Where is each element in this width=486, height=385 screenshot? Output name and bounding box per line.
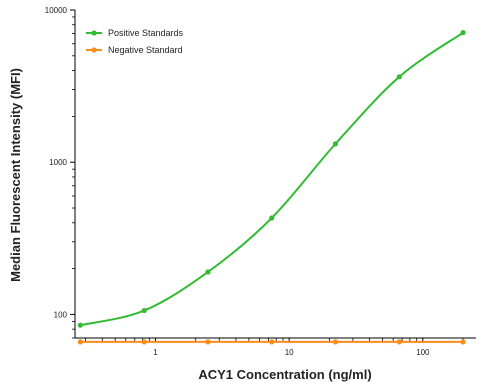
- y-tick-label: 1000: [49, 158, 67, 167]
- data-point: [141, 307, 147, 314]
- data-point: [269, 339, 275, 345]
- axes: [74, 10, 476, 339]
- x-tick-label: 10: [285, 348, 294, 357]
- y-tick-label: 100: [54, 310, 68, 319]
- data-point: [460, 30, 466, 36]
- series-line-0: [80, 31, 464, 327]
- data-point: [205, 339, 211, 345]
- data-point: [332, 339, 339, 345]
- legend-entry-0: Positive Standards: [108, 28, 184, 38]
- data-point: [269, 215, 275, 221]
- legend-entry-1: Negative Standard: [108, 45, 183, 55]
- legend: Positive Standards Negative Standard: [86, 28, 184, 55]
- data-point: [460, 339, 466, 345]
- data-point: [396, 339, 402, 345]
- series-layer: [77, 30, 466, 345]
- x-tick-label: 100: [416, 348, 430, 357]
- ticks: 1 10 100 100 1000 10000: [45, 6, 464, 357]
- y-axis-label: Median Fluorescent Intensity (MFI): [8, 68, 23, 282]
- data-point: [332, 141, 339, 147]
- y-tick-label: 10000: [45, 6, 68, 15]
- x-axis-label: ACY1 Concentration (ng/ml): [198, 367, 371, 382]
- legend-swatch-marker: [91, 30, 97, 36]
- data-point: [77, 322, 83, 328]
- legend-swatch-marker: [91, 47, 97, 53]
- data-point: [77, 339, 83, 345]
- data-point: [396, 74, 402, 80]
- data-point: [205, 269, 211, 275]
- x-tick-label: 1: [153, 348, 158, 357]
- data-point: [141, 339, 147, 345]
